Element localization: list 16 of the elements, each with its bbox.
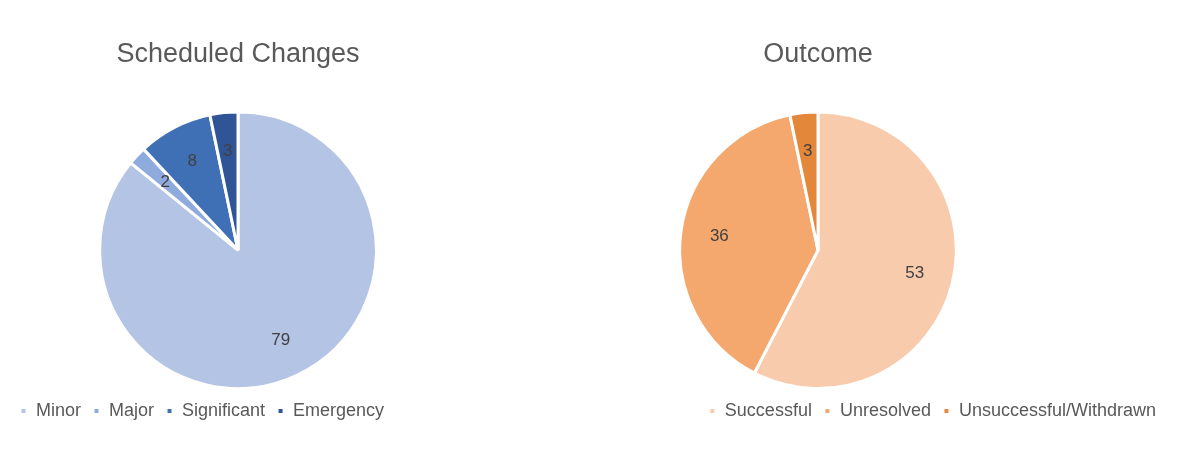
data-label: 79	[271, 329, 291, 349]
legend-label: Unresolved	[839, 399, 931, 420]
data-label: 3	[223, 140, 233, 160]
data-label: 2	[160, 171, 170, 191]
legend-label: Significant	[182, 399, 266, 420]
chart-title: Scheduled Changes	[116, 37, 360, 68]
legend-label: Minor	[36, 399, 82, 420]
data-label: 36	[709, 226, 729, 246]
data-label: 53	[905, 263, 925, 283]
legend-label: Unsuccessful/Withdrawn	[958, 399, 1157, 420]
legend-label: Major	[109, 399, 155, 420]
legend-label: Successful	[724, 399, 812, 420]
legend-label: Emergency	[293, 399, 385, 420]
data-label: 8	[187, 151, 197, 171]
chart-title: Outcome	[763, 37, 873, 68]
data-label: 3	[803, 140, 813, 160]
